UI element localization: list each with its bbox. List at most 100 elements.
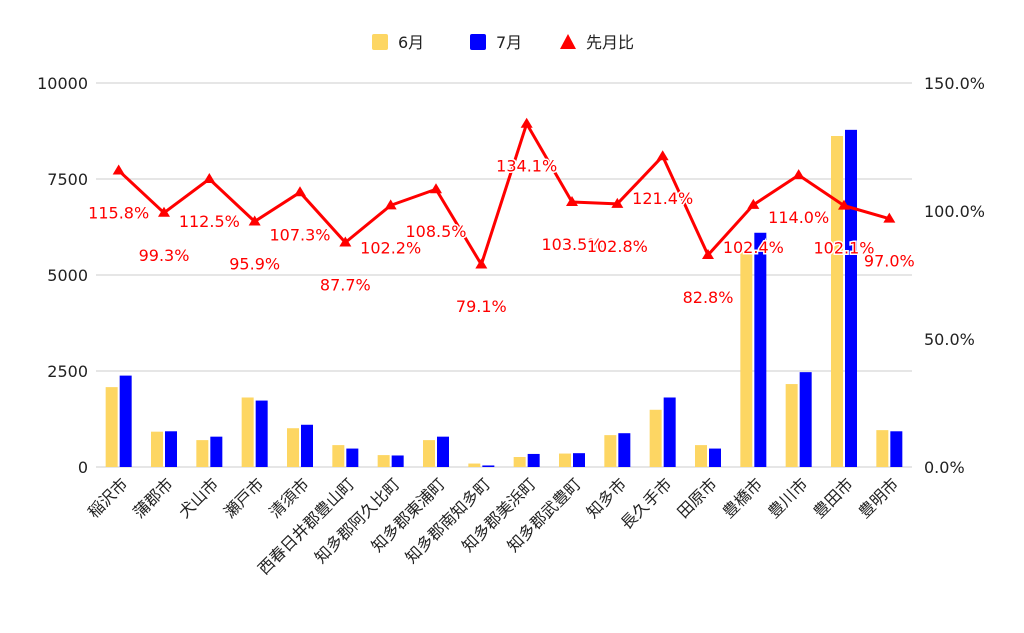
x-tick-label: 豊橋市 [719,474,766,521]
ratio-line-layer [112,117,896,269]
bar-6月-蒲郡市 [151,431,163,467]
ratio-marker-豊川市 [792,169,805,180]
ratio-data-label: 107.3% [269,225,330,244]
x-tick-label: 蒲郡市 [129,474,176,521]
ratio-marker-知多郡阿久比町 [384,199,397,210]
bar-6月-知多市 [604,435,617,467]
bar-7月-長久手市 [663,397,676,467]
bar-7月-犬山市 [210,436,223,467]
bar-7月-豊田市 [845,129,857,467]
x-tick-label: 豊明市 [855,474,902,521]
ratio-marker-豊橋市 [747,198,760,209]
bar-6月-知多郡東浦町 [423,440,435,467]
legend: 6月 7月 先月比 [372,33,634,52]
x-axis-ticks: 稲沢市蒲郡市犬山市瀬戸市清須市西春日井郡豊山町知多郡阿久比町知多郡東浦町知多郡南… [84,474,902,578]
ratio-data-label: 87.7% [320,275,371,294]
bar-7月-知多市 [618,433,631,467]
bar-6月-知多郡美浜町 [513,457,526,467]
y-left-tick-label: 2500 [47,362,88,381]
bar-6月-瀬戸市 [241,397,254,467]
bar-6月-知多郡武豊町 [559,453,571,467]
ratio-marker-知多郡武豊町 [566,196,578,207]
x-tick-label: 瀬戸市 [220,474,267,521]
bar-7月-知多郡南知多町 [482,465,495,467]
ratio-data-label: 102.2% [360,238,421,257]
ratio-marker-田原市 [702,249,714,260]
ratio-marker-知多郡南知多町 [475,258,488,269]
x-tick-label: 豊田市 [809,474,856,521]
ratio-marker-長久手市 [656,150,669,161]
bar-7月-豊橋市 [754,232,767,467]
y-right-tick-label: 100.0% [924,202,985,221]
ratio-marker-犬山市 [203,173,216,183]
legend-label: 7月 [496,33,522,52]
data-labels: 115.8%99.3%112.5%95.9%107.3%87.7%102.2%1… [87,155,917,317]
ratio-marker-瀬戸市 [248,215,261,226]
ratio-data-label: 102.4% [723,238,784,257]
bar-7月-瀬戸市 [255,400,268,467]
bar-6月-田原市 [695,445,707,467]
bar-7月-知多郡武豊町 [573,453,585,467]
bars [105,129,903,467]
legend-label: 先月比 [586,33,634,52]
right-axis: 0.0% 50.0% 100.0% 150.0% [924,74,985,477]
ratio-data-label: 79.1% [456,297,507,316]
bar-7月-豊川市 [799,372,812,467]
ratio-marker-蒲郡市 [158,206,170,217]
ratio-data-label: 82.8% [683,288,734,307]
y-left-tick-label: 10000 [37,74,88,93]
ratio-data-label: 102.8% [587,237,648,256]
bar-6月-知多郡南知多町 [468,463,481,467]
left-axis: 0 2500 5000 7500 10000 [37,74,88,477]
x-tick-label: 田原市 [673,474,720,521]
ratio-data-label: 115.8% [88,204,149,223]
bar-7月-清須市 [301,424,313,467]
x-tick-label: 長久手市 [617,474,676,533]
bar-7月-蒲郡市 [165,431,177,467]
legend-swatch-6月 [372,34,388,50]
bar-6月-長久手市 [649,409,662,467]
ratio-data-label: 95.9% [229,254,280,273]
bar-7月-知多郡東浦町 [437,436,449,467]
bar-6月-豊田市 [831,135,843,467]
x-tick-label: 豊川市 [764,474,811,521]
bar-6月-豊橋市 [740,251,753,467]
ratio-marker-知多郡東浦町 [430,183,442,194]
ratio-marker-稲沢市 [112,164,125,175]
bar-7月-田原市 [709,448,721,467]
ratio-data-label: 121.4% [632,189,693,208]
bar-6月-清須市 [287,428,299,467]
y-left-tick-label: 0 [78,458,88,477]
ratio-marker-西春日井郡豊山町 [339,236,352,247]
ratio-marker-清須市 [294,186,306,197]
ratio-line [117,122,890,267]
bar-7月-西春日井郡豊山町 [346,448,359,467]
ratio-data-label: 134.1% [496,157,557,176]
bar-6月-西春日井郡豊山町 [332,445,345,467]
ratio-marker-知多市 [611,197,624,208]
bar-7月-知多郡阿久比町 [391,455,404,467]
ratio-data-label: 114.0% [768,208,829,227]
x-tick-label: 稲沢市 [84,474,131,521]
legend-label: 6月 [398,33,424,52]
ratio-data-label: 103.5% [541,235,602,254]
ratio-data-label: 108.5% [405,222,466,241]
y-right-tick-label: 50.0% [924,330,975,349]
bar-6月-豊明市 [876,430,889,467]
ratio-marker-知多郡美浜町 [520,117,533,128]
y-left-tick-label: 5000 [47,266,88,285]
bar-6月-稲沢市 [105,387,118,467]
y-left-tick-label: 7500 [47,170,88,189]
y-right-tick-label: 150.0% [924,74,985,93]
gridlines [96,82,912,468]
bar-7月-豊明市 [890,431,903,467]
ratio-data-label: 102.1% [813,239,874,258]
x-tick-label: 犬山市 [175,474,222,521]
legend-swatch-先月比 [560,34,576,49]
legend-swatch-7月 [470,34,486,50]
bar-6月-知多郡阿久比町 [377,455,390,467]
ratio-marker-豊明市 [883,212,896,223]
y-right-tick-label: 0.0% [924,458,965,477]
ratio-marker-豊田市 [838,199,850,210]
